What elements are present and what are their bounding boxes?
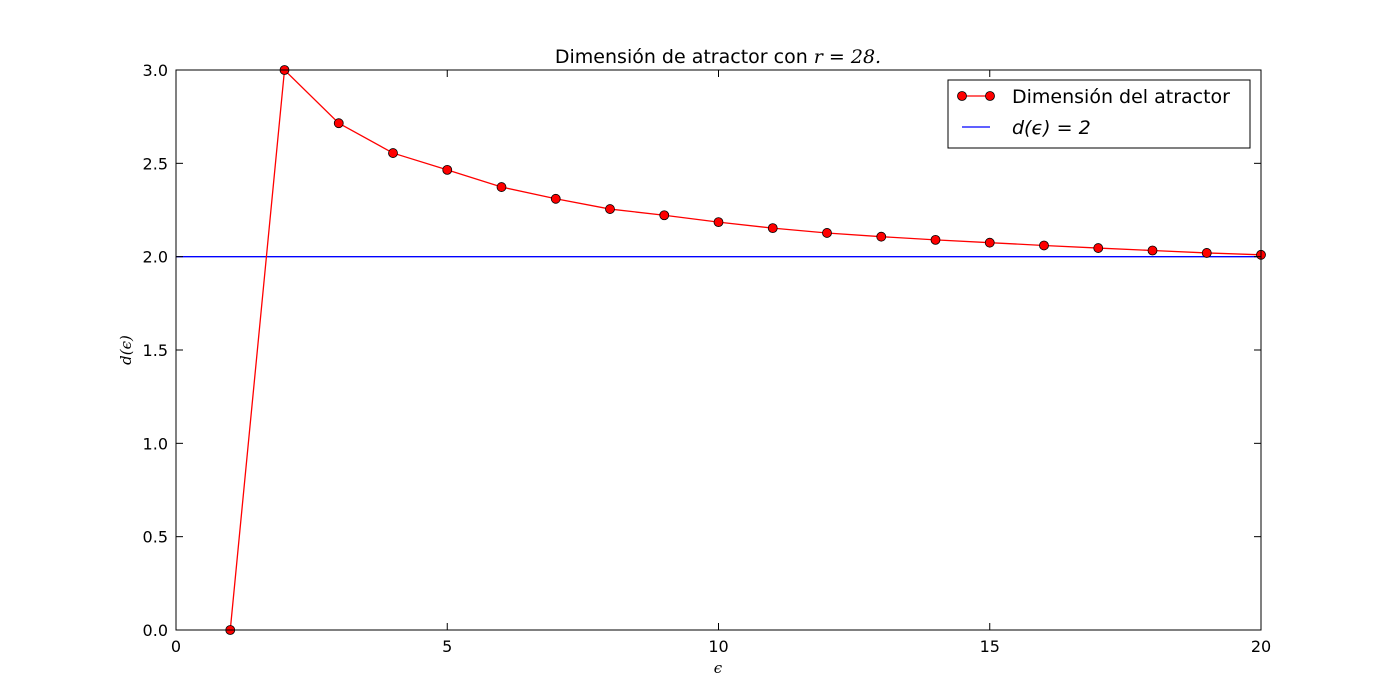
data-point xyxy=(388,148,398,158)
data-point xyxy=(822,228,832,238)
data-point xyxy=(496,182,507,192)
data-point xyxy=(767,223,778,234)
data-point xyxy=(1039,240,1049,251)
data-point xyxy=(442,164,453,175)
y-tick-label: 1.5 xyxy=(143,341,168,360)
y-axis-label: d(ϵ) xyxy=(117,335,135,365)
ticks-layer: 0 5 10 15 20 0.0 0.5 1.0 1.5 2.0 2.5 3.0 xyxy=(143,61,1272,656)
data-point xyxy=(984,237,995,248)
legend-label-reference: d(ϵ) = 2 xyxy=(1012,117,1091,139)
data-point xyxy=(1093,243,1104,253)
data-point xyxy=(876,231,887,242)
legend: Dimensión del atractor d(ϵ) = 2 xyxy=(947,79,1251,149)
chart-title: Dimensión de atractor con r = 28. xyxy=(555,46,881,68)
x-tick-label: 5 xyxy=(442,637,452,656)
y-tick-label: 2.0 xyxy=(143,248,168,267)
legend-marker-left xyxy=(957,91,967,101)
y-tick-label: 0.0 xyxy=(143,621,168,640)
data-point xyxy=(550,193,561,204)
y-tick-label: 0.5 xyxy=(143,528,168,547)
y-tick-label: 2.5 xyxy=(143,154,168,173)
legend-box xyxy=(947,79,1251,149)
legend-label-attractor: Dimensión del atractor xyxy=(1012,86,1230,108)
data-point xyxy=(605,204,615,214)
x-tick-label: 10 xyxy=(708,637,728,656)
data-point xyxy=(930,234,941,245)
legend-marker-right xyxy=(985,91,995,101)
series-line-attractor xyxy=(229,68,1262,631)
x-tick-label: 0 xyxy=(171,637,181,656)
y-tick-label: 1.0 xyxy=(143,434,168,453)
y-tick-label: 3.0 xyxy=(143,61,168,80)
x-axis-label: ϵ xyxy=(714,659,723,677)
data-point xyxy=(1147,245,1158,256)
plot-frame xyxy=(175,69,1262,631)
series-layer xyxy=(176,65,1266,635)
data-point xyxy=(1201,248,1212,258)
data-point xyxy=(713,217,724,228)
x-tick-label: 15 xyxy=(980,637,1000,656)
data-point xyxy=(659,210,670,221)
x-tick-label: 20 xyxy=(1251,637,1271,656)
data-point xyxy=(333,118,344,129)
